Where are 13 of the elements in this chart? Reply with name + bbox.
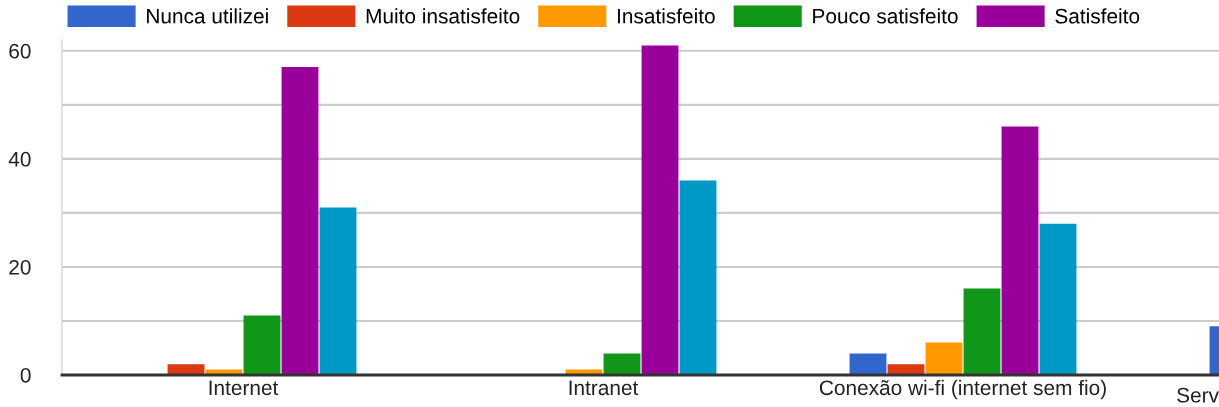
y-tick-label: 20 [9,259,31,275]
x-tick-label: Serv [1177,387,1219,403]
legend-label: Satisfeito [1055,8,1140,24]
legend-label: Muito insatisfeito [366,8,520,24]
x-tick-label: Conexão wi-fi (internet sem fio) [819,379,1106,400]
y-tick-label: 40 [8,151,31,167]
legend-label: Insatisfeito [617,8,715,24]
legend-label: Pouco satisfeito [813,8,958,24]
x-tick-label: Intranet [569,380,639,396]
y-tick-label: 0 [20,368,31,383]
x-tick-label: Internet [209,380,279,396]
legend-label: Nunca utilizei [147,8,268,24]
y-tick-label: 60 [9,43,31,59]
